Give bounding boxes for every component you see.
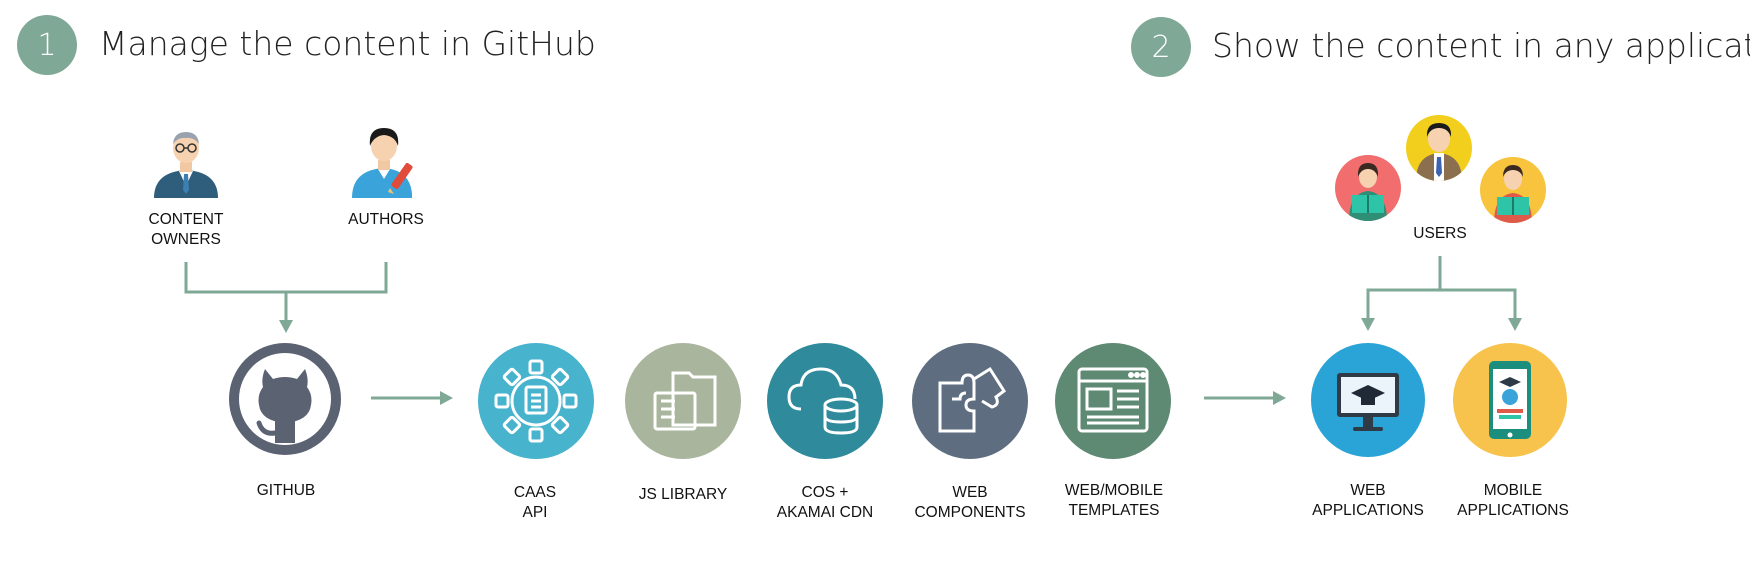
gear-document-icon xyxy=(494,359,578,443)
authors-label: AUTHORS xyxy=(348,211,424,228)
step-1-title: Manage the content in GitHub xyxy=(99,24,596,63)
web-components-label: WEB COMPONENTS xyxy=(914,484,1026,521)
github-node xyxy=(229,343,341,455)
github-octocat-icon xyxy=(258,369,312,423)
content-owners-label: CONTENT OWNERS xyxy=(148,211,224,248)
mobile-apps-node xyxy=(1453,343,1567,457)
cos-cdn-label: COS + AKAMAI CDN xyxy=(776,484,874,521)
mobile-apps-label: MOBILE APPLICATIONS xyxy=(1457,482,1569,519)
browser-template-icon xyxy=(1077,367,1149,433)
step-1-badge: 1 xyxy=(17,15,77,75)
github-label: GITHUB xyxy=(256,482,316,499)
users-label: USERS xyxy=(1413,225,1467,242)
content-owner-avatar xyxy=(149,124,223,198)
js-library-node xyxy=(625,343,741,459)
caas-api-label: CAAS API xyxy=(513,484,557,521)
user-avatar-right xyxy=(1480,157,1546,223)
step-2-badge: 2 xyxy=(1131,17,1191,77)
cloud-database-icon xyxy=(787,367,859,435)
templates-label: WEB/MOBILE TEMPLATES xyxy=(1064,482,1164,519)
folder-files-icon xyxy=(653,371,717,431)
web-apps-label: WEB APPLICATIONS xyxy=(1312,482,1424,519)
user-avatar-left xyxy=(1335,155,1401,221)
cos-cdn-node xyxy=(767,343,883,459)
web-components-node xyxy=(912,343,1028,459)
caas-api-node xyxy=(478,343,594,459)
templates-node xyxy=(1055,343,1171,459)
user-avatar-center xyxy=(1406,115,1472,181)
smartphone-graduation-icon xyxy=(1489,361,1531,439)
step-2-title: Show the content in any application xyxy=(1212,26,1750,65)
author-avatar xyxy=(348,124,424,198)
web-apps-node xyxy=(1311,343,1425,457)
puzzle-icon xyxy=(938,366,1007,433)
monitor-graduation-icon xyxy=(1337,373,1399,431)
js-library-label: JS LIBRARY xyxy=(638,486,728,503)
